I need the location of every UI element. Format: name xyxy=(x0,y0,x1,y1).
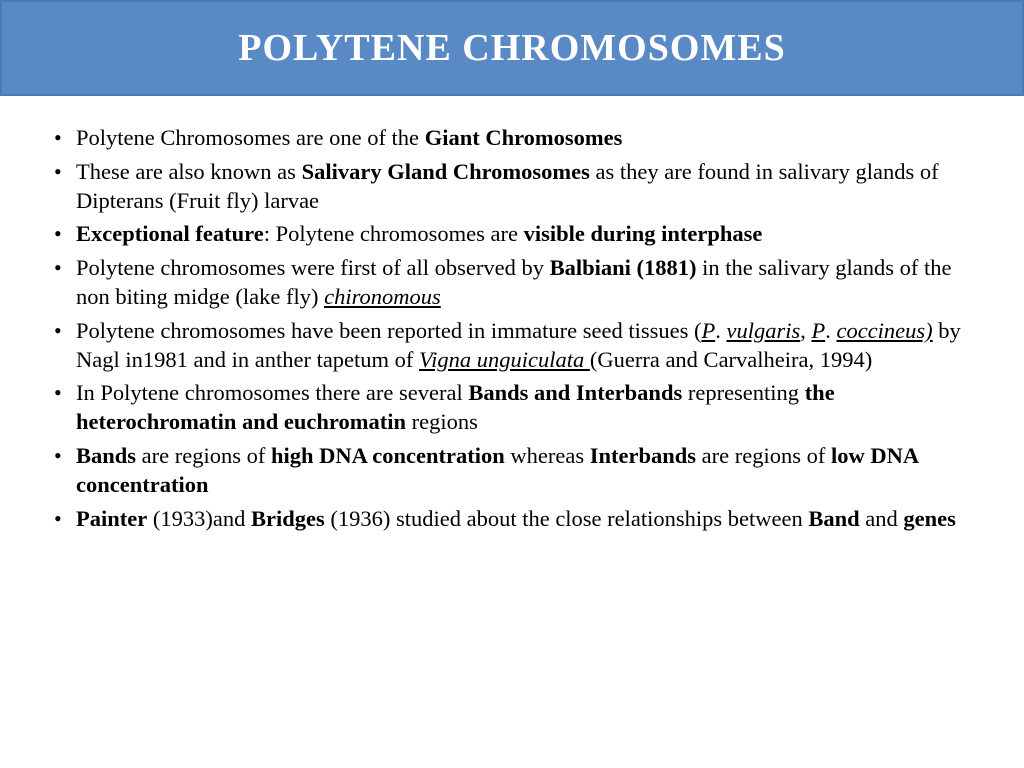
slide-header: POLYTENE CHROMOSOMES xyxy=(0,0,1024,96)
text-segment: Giant Chromosomes xyxy=(425,125,623,150)
text-segment: Polytene chromosomes have been reported … xyxy=(76,318,701,343)
text-segment: : Polytene chromosomes are xyxy=(264,221,524,246)
list-item: Polytene Chromosomes are one of the Gian… xyxy=(46,124,978,153)
list-item: These are also known as Salivary Gland C… xyxy=(46,158,978,216)
text-segment: Painter xyxy=(76,506,147,531)
list-item: Painter (1933)and Bridges (1936) studied… xyxy=(46,505,978,534)
list-item: Bands are regions of high DNA concentrat… xyxy=(46,442,978,500)
text-segment: P xyxy=(811,318,825,343)
text-segment: representing xyxy=(682,380,804,405)
slide-title: POLYTENE CHROMOSOMES xyxy=(2,26,1022,70)
text-segment: . xyxy=(715,318,726,343)
text-segment: Polytene Chromosomes are one of the xyxy=(76,125,425,150)
text-segment: In Polytene chromosomes there are severa… xyxy=(76,380,468,405)
text-segment: vulgaris xyxy=(726,318,800,343)
text-segment: Bands xyxy=(76,443,136,468)
text-segment: coccineus) xyxy=(836,318,932,343)
text-segment: Exceptional feature xyxy=(76,221,264,246)
list-item: Polytene chromosomes were first of all o… xyxy=(46,254,978,312)
text-segment: chironomous xyxy=(324,284,441,309)
text-segment: P xyxy=(701,318,715,343)
text-segment: Vigna unguiculata xyxy=(419,347,590,372)
text-segment: (Guerra and Carvalheira, 1994) xyxy=(590,347,872,372)
text-segment: . xyxy=(825,318,836,343)
text-segment: , xyxy=(800,318,811,343)
text-segment: and xyxy=(860,506,904,531)
bullet-list: Polytene Chromosomes are one of the Gian… xyxy=(46,124,978,533)
text-segment: are regions of xyxy=(136,443,271,468)
text-segment: whereas xyxy=(505,443,590,468)
text-segment: Bridges xyxy=(251,506,325,531)
text-segment: Balbiani (1881) xyxy=(550,255,697,280)
text-segment: visible during interphase xyxy=(524,221,763,246)
text-segment: regions xyxy=(406,409,478,434)
text-segment: (1933)and xyxy=(147,506,251,531)
list-item: Polytene chromosomes have been reported … xyxy=(46,317,978,375)
list-item: Exceptional feature: Polytene chromosome… xyxy=(46,220,978,249)
list-item: In Polytene chromosomes there are severa… xyxy=(46,379,978,437)
text-segment: Band xyxy=(808,506,859,531)
slide-body: Polytene Chromosomes are one of the Gian… xyxy=(0,96,1024,533)
text-segment: Interbands xyxy=(590,443,696,468)
text-segment: These are also known as xyxy=(76,159,302,184)
text-segment: Salivary Gland Chromosomes xyxy=(302,159,590,184)
text-segment: (1936) studied about the close relations… xyxy=(325,506,809,531)
text-segment: genes xyxy=(903,506,956,531)
text-segment: high DNA concentration xyxy=(271,443,505,468)
text-segment: Bands and Interbands xyxy=(468,380,682,405)
text-segment: Polytene chromosomes were first of all o… xyxy=(76,255,550,280)
text-segment: are regions of xyxy=(696,443,831,468)
